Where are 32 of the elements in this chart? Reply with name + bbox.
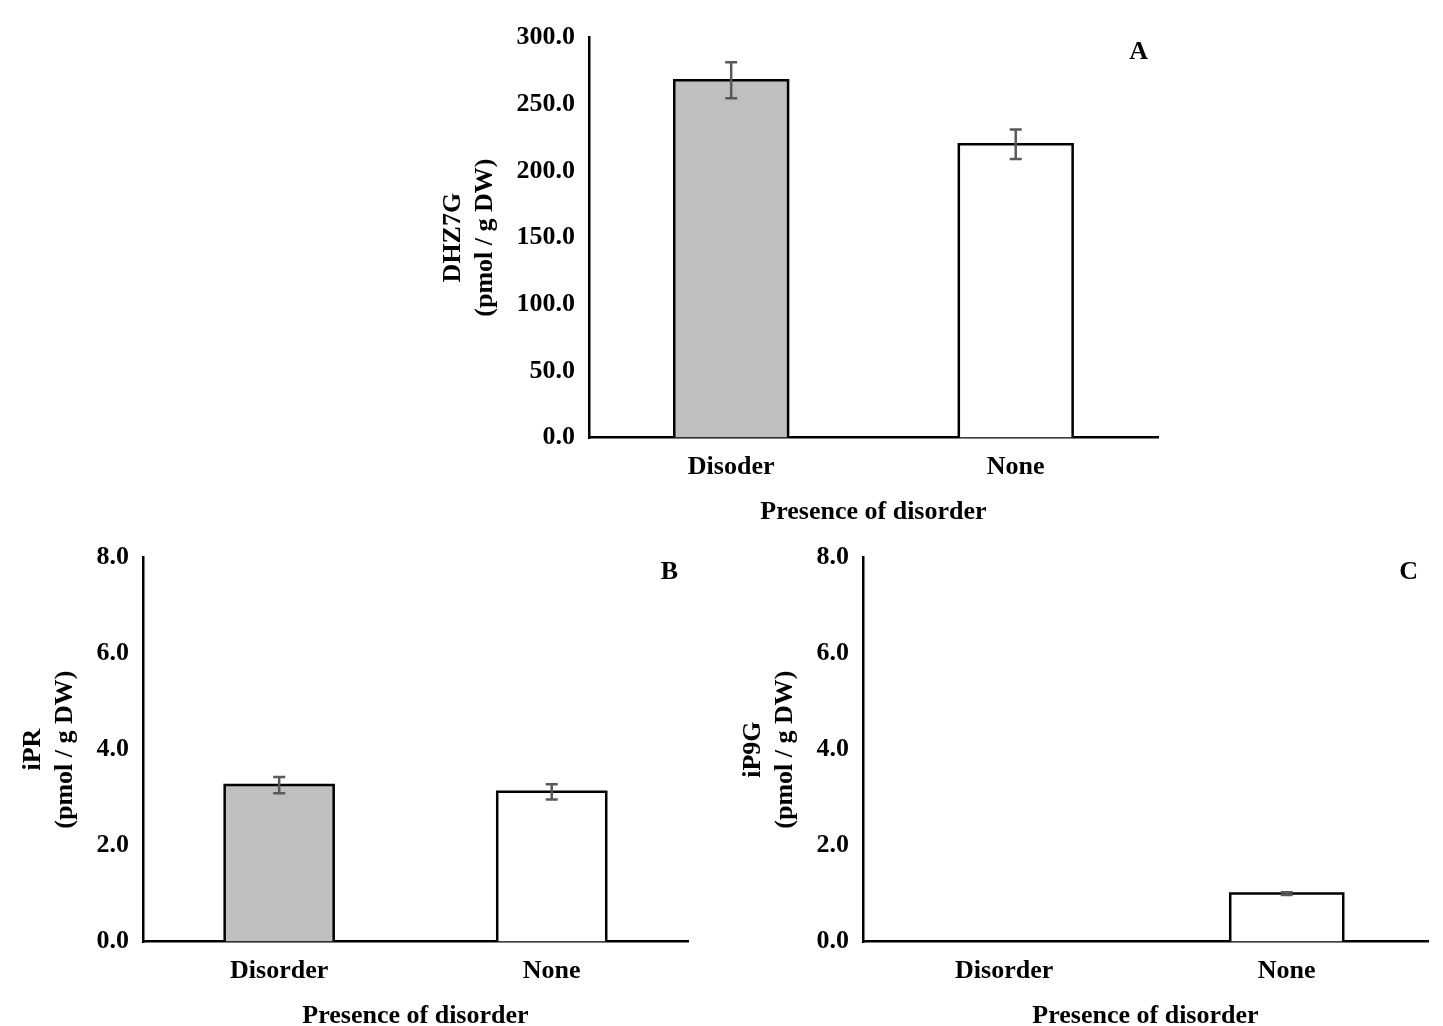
y-tick-label: 2.0 [816, 829, 849, 859]
annotation: C [1399, 556, 1418, 586]
y-tick-label: 4.0 [96, 733, 129, 763]
y-tick-label: 300.0 [516, 21, 575, 51]
x-tick-label: Disorder [955, 954, 1054, 984]
y-tick-label: 0.0 [96, 925, 129, 955]
y-tick-label: 200.0 [516, 154, 575, 184]
x-axis-title: Presence of disorder [302, 1000, 529, 1026]
y-tick-label: 8.0 [816, 541, 849, 571]
x-axis-title: Presence of disorder [1032, 1000, 1259, 1026]
y-tick-label: 6.0 [816, 637, 849, 667]
y-tick-label: 100.0 [516, 287, 575, 317]
y-tick-label: 4.0 [816, 733, 849, 763]
x-tick-label: Disoder [687, 450, 775, 480]
x-tick-label: None [986, 450, 1045, 480]
y-tick-label: 150.0 [516, 221, 575, 251]
x-axis-title: Presence of disorder [760, 496, 987, 526]
y-tick-label: 50.0 [529, 354, 575, 384]
x-tick-label: None [1257, 954, 1316, 984]
y-tick-label: 250.0 [516, 87, 575, 117]
y-axis-title: iP9G (pmol / g DW) [737, 670, 798, 829]
y-axis-title: iPR (pmol / g DW) [17, 670, 78, 829]
x-tick-label: None [522, 954, 581, 984]
y-axis-title: DHZ7G (pmol / g DW) [437, 158, 498, 317]
y-tick-label: 6.0 [96, 637, 129, 667]
y-tick-label: 0.0 [816, 925, 849, 955]
y-tick-label: 2.0 [96, 829, 129, 859]
annotation: A [1129, 36, 1149, 66]
x-tick-label: Disorder [230, 954, 329, 984]
y-tick-label: 0.0 [542, 421, 575, 451]
y-tick-label: 8.0 [96, 541, 129, 571]
annotation: B [660, 556, 678, 586]
